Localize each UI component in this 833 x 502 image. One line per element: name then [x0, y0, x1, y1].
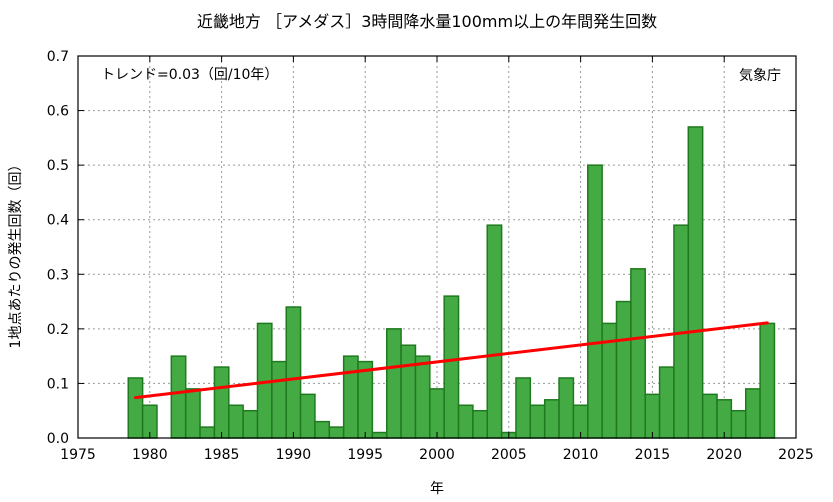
- bar-2013: [615, 300, 632, 439]
- source-label: 気象庁: [739, 68, 781, 84]
- bar-1986: [228, 404, 244, 439]
- bar-1998: [400, 344, 417, 439]
- bar-2001: [443, 295, 460, 439]
- bar-2003: [472, 409, 489, 439]
- bar-1984: [199, 426, 216, 439]
- y-axis-label: 1地点あたりの発生回数（回）: [8, 158, 24, 349]
- x-tick-label: 2015: [635, 447, 671, 463]
- bar-1982: [170, 355, 187, 439]
- bar-2021: [730, 409, 747, 439]
- bar-1996: [371, 431, 388, 439]
- x-tick-label: 1980: [132, 447, 168, 463]
- y-tick-label: 0.2: [47, 322, 69, 338]
- bar-1995: [357, 360, 374, 439]
- y-tick-label: 0.4: [47, 213, 69, 229]
- bar-1983: [184, 388, 201, 439]
- y-tick-label: 0.6: [47, 104, 69, 120]
- y-tick-label: 0.1: [47, 376, 69, 392]
- bar-2015: [644, 393, 661, 439]
- trend-label: トレンド=0.03（回/10年）: [101, 67, 278, 83]
- x-tick-label: 1990: [276, 447, 312, 463]
- y-tick-label: 0.7: [47, 49, 69, 65]
- x-axis-label: 年: [430, 481, 444, 497]
- bar-2007: [529, 404, 546, 439]
- bar-2019: [701, 393, 718, 439]
- bar-2008: [543, 399, 560, 439]
- bar-2014: [630, 268, 646, 439]
- bar-1985: [213, 366, 230, 439]
- bar-2016: [658, 366, 675, 439]
- bar-1992: [314, 420, 331, 439]
- y-tick-label: 0.0: [47, 431, 69, 447]
- trend-line: [133, 321, 769, 400]
- bar-2000: [429, 388, 445, 439]
- bar-2022: [744, 388, 761, 439]
- bar-2004: [486, 224, 503, 439]
- x-tick-label: 2020: [706, 447, 742, 463]
- trend-line-group: [133, 321, 769, 400]
- bar-2023: [759, 322, 776, 439]
- bar-1991: [299, 393, 316, 439]
- bar-1989: [271, 360, 287, 439]
- bar-1979: [127, 377, 144, 439]
- bar-1997: [385, 328, 402, 439]
- bar-1999: [414, 355, 431, 439]
- bar-1987: [242, 409, 259, 439]
- x-tick-label: 1985: [204, 447, 240, 463]
- x-tick-label: 2000: [419, 447, 455, 463]
- bar-1993: [328, 426, 345, 439]
- bar-1994: [342, 355, 359, 439]
- bar-1990: [285, 306, 302, 439]
- y-tick-label: 0.5: [47, 158, 69, 174]
- grid-lines: [78, 56, 796, 438]
- x-tick-label: 1995: [347, 447, 383, 463]
- bar-2011: [587, 164, 603, 439]
- bar-2018: [687, 126, 704, 439]
- bar-2006: [515, 377, 532, 439]
- bar-2009: [558, 377, 575, 439]
- x-tick-label: 2025: [778, 447, 814, 463]
- chart-title: 近畿地方 ［アメダス］3時間降水量100mm以上の年間発生回数: [197, 12, 657, 31]
- x-tick-label: 2005: [491, 447, 527, 463]
- bar-2002: [457, 404, 474, 439]
- x-tick-label: 2010: [563, 447, 599, 463]
- bars: [127, 126, 776, 439]
- axes: 1975 1980 1985 1990 1995 2000 2005 2010 2015 2020…: [47, 49, 814, 463]
- y-tick-label: 0.3: [47, 267, 69, 283]
- x-tick-label: 1975: [60, 447, 96, 463]
